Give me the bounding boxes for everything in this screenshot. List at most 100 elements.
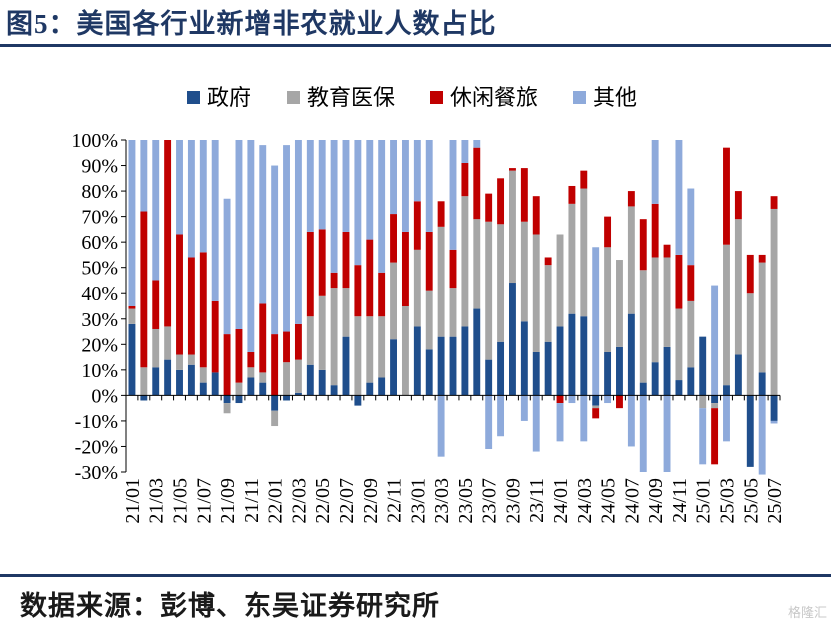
bar-segment [746, 254, 754, 294]
y-tick-label: 50% [81, 258, 118, 280]
stacked-bar-chart: 政府 教育医保 休闲餐旅 其他 100% 90% 80% 70% 60% 50% 40% 30% 20… [71, 86, 786, 524]
bar-segment [556, 326, 564, 396]
bar-segment [461, 326, 469, 396]
x-tick-label: 25/05 [740, 478, 762, 524]
bar-segment [497, 341, 505, 396]
bar-segment [247, 377, 255, 396]
bar-segment [485, 193, 493, 222]
bar-segment [616, 395, 623, 409]
bar-segment [128, 308, 136, 324]
bar-segment [556, 403, 564, 442]
bar-segment [592, 405, 600, 409]
bar-segment [128, 140, 136, 306]
bar-segment [259, 382, 267, 396]
bar-segment [342, 336, 350, 396]
x-tick-label: 23/11 [526, 478, 548, 523]
x-tick-label: 22/07 [336, 478, 358, 524]
bar-segment [187, 257, 195, 355]
bar-segment [616, 346, 623, 396]
bar-segment [366, 316, 374, 383]
bar-segment [663, 395, 671, 472]
bar-segment [449, 336, 457, 396]
bar-segment [568, 185, 576, 204]
bar-segment [509, 170, 516, 284]
bar-segment [485, 359, 493, 396]
bar-segment [734, 191, 742, 220]
bar-segment [485, 221, 493, 360]
bar-segment [152, 280, 160, 329]
bar-segment [627, 313, 635, 396]
bar-segment [687, 188, 695, 266]
chart-title: 图5：美国各行业新增非农就业人数占比 [6, 9, 497, 39]
bar-segment [711, 285, 719, 396]
bar-segment [639, 219, 647, 271]
y-tick-label: 60% [81, 232, 118, 254]
bar-segment [413, 201, 421, 250]
bar-segment [520, 221, 528, 322]
bar-segment [485, 395, 493, 450]
bar-segment [354, 316, 362, 396]
bar-segment [235, 382, 243, 396]
watermark: 格隆汇 [787, 606, 827, 621]
bar-segment [223, 395, 231, 404]
bar-segment [235, 140, 243, 329]
bar-segment [223, 198, 231, 335]
bar-segment [604, 216, 612, 248]
bar-segment [616, 260, 623, 347]
bar-segment [604, 395, 612, 404]
x-tick-label: 22/03 [288, 478, 310, 524]
bar-segment [128, 306, 136, 309]
bar-segment [259, 303, 267, 373]
axes: 100% 90% 80% 70% 60% 50% 40% 30% 20% 10% 0% -10% -20… [71, 130, 786, 524]
bar-segment [306, 364, 314, 396]
bar-segment [354, 140, 362, 266]
bar-segment [473, 219, 481, 309]
bar-segment [568, 203, 576, 314]
bar-segment [497, 178, 505, 225]
bar-segment [473, 147, 481, 220]
bar-segment [176, 369, 183, 396]
bar-segment [520, 168, 528, 222]
bar-segment [140, 395, 148, 401]
bar-segment [283, 145, 290, 332]
bar-segment [330, 272, 338, 289]
bar-segment [176, 354, 183, 370]
y-tick-label: 90% [81, 156, 118, 178]
bar-segment [711, 408, 719, 465]
legend: 政府 教育医保 休闲餐旅 其他 [187, 86, 637, 111]
bar-segment [449, 140, 457, 250]
x-tick-label: 22/05 [312, 478, 334, 524]
bar-segment [723, 147, 730, 245]
bar-segment [770, 196, 778, 209]
bar-segment [425, 349, 433, 396]
x-tick-label: 23/01 [407, 478, 429, 524]
bar-segment [401, 231, 409, 306]
bar-segment [378, 272, 386, 317]
bar-segment [152, 140, 160, 281]
bar-segment [699, 395, 707, 409]
bar-segment [639, 382, 647, 396]
bar-segment [271, 395, 279, 411]
bar-segment [247, 351, 255, 368]
bar-segment [283, 331, 290, 363]
x-tick-label: 24/11 [669, 478, 691, 523]
bar-segment [259, 372, 267, 383]
bar-segment [758, 262, 766, 373]
bar-segment [544, 265, 552, 342]
bar-segment [306, 316, 314, 365]
y-tick-label: 80% [81, 181, 118, 203]
bar-segment [390, 140, 397, 215]
bar-segment [187, 140, 195, 258]
legend-swatch [430, 91, 443, 104]
bar-segment [366, 239, 374, 317]
x-tick-label: 24/09 [645, 478, 667, 524]
bar-segment [723, 244, 730, 386]
y-tick-label: 70% [81, 207, 118, 229]
bar-segment [580, 170, 588, 189]
bar-segment [556, 234, 564, 327]
bar-segment [699, 336, 707, 396]
bar-segment [758, 372, 766, 396]
x-tick-label: 23/07 [479, 478, 501, 524]
bar-segment [152, 367, 160, 396]
bar-segment [520, 321, 528, 396]
